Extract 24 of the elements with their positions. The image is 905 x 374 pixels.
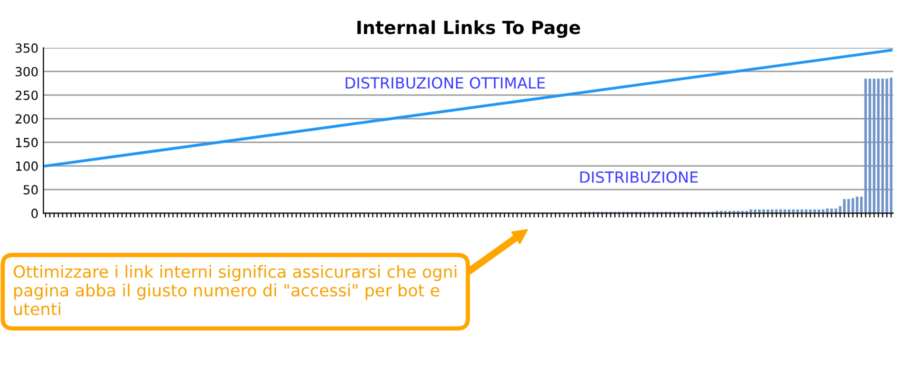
bar — [864, 78, 867, 214]
y-tick-label: 300 — [16, 66, 38, 76]
bar — [856, 196, 858, 214]
y-tick-label: 350 — [16, 43, 38, 53]
y-tick-label: 50 — [24, 185, 38, 194]
bar — [881, 78, 884, 214]
series-label: DISTRIBUZIONE — [580, 171, 698, 183]
chart-title: Internal Links To Page — [357, 20, 580, 38]
y-tick-label: 200 — [16, 114, 38, 124]
series-label: DISTRIBUZIONE OTTIMALE — [346, 77, 545, 89]
bar — [890, 78, 892, 214]
bar — [860, 196, 863, 214]
bar — [868, 78, 872, 214]
bar — [843, 199, 846, 214]
y-tick-label: 100 — [16, 161, 38, 171]
y-tick-label: 250 — [16, 90, 38, 100]
bar — [872, 78, 876, 214]
y-tick-label: 150 — [16, 138, 38, 148]
text: Ottimizzare i link interni significa assicurarsi che ogni pagina abba il giusto numero di "accessi" per bot e utenti — [14, 264, 456, 316]
bar — [847, 199, 850, 214]
bar — [886, 78, 888, 214]
bar — [852, 198, 854, 214]
bar — [877, 78, 880, 214]
y-tick-label: 0 — [31, 208, 38, 218]
